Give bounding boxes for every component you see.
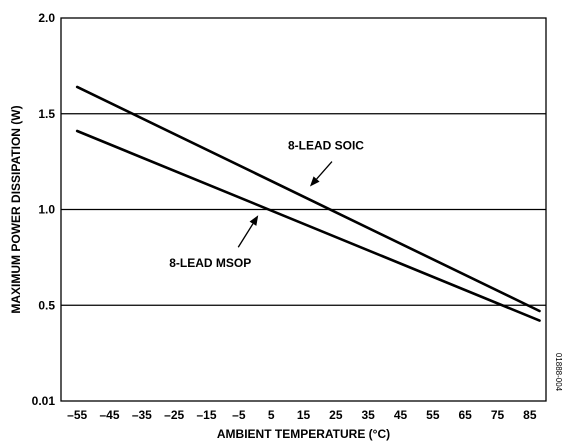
y-tick-label: 2.0: [38, 11, 55, 25]
x-tick-label: 85: [523, 408, 537, 422]
y-axis-tick-labels: 0.01 0.5 1.0 1.5 2.0: [32, 11, 56, 408]
figure-code: 01888-004: [554, 353, 563, 392]
series-line-1: [75, 129, 541, 322]
y-tick-label: 0.01: [32, 394, 56, 408]
x-tick-label: 65: [458, 408, 472, 422]
y-tick-label: 0.5: [38, 298, 55, 312]
grid-lines: [61, 113, 546, 306]
plot-frame: [60, 17, 547, 402]
x-tick-label: 35: [361, 408, 375, 422]
x-tick-label: 75: [491, 408, 505, 422]
x-tick-label: 25: [329, 408, 343, 422]
x-axis-tick-labels: –55 –45 –35 –25 –15 –5 5 15 25 35 45 55 65 75 85: [67, 408, 537, 422]
x-axis-title: AMBIENT TEMPERATURE (°C): [217, 427, 390, 441]
x-tick-label: 5: [268, 408, 275, 422]
msop-arrow-line: [237, 223, 254, 248]
x-tick-label: –55: [67, 408, 87, 422]
x-tick-label: –45: [99, 408, 119, 422]
x-tick-label: 45: [394, 408, 408, 422]
msop-annotation-label: 8-LEAD MSOP: [169, 256, 251, 270]
soic-arrow-head: [309, 176, 320, 187]
x-tick-label: 15: [297, 408, 311, 422]
soic-annotation-label: 8-LEAD SOIC: [288, 139, 364, 153]
soic-arrow-line: [316, 161, 333, 180]
series-line-0: [75, 85, 541, 313]
msop-arrow-head: [249, 215, 259, 226]
x-tick-label: –35: [132, 408, 152, 422]
series-lines: [75, 85, 541, 322]
y-axis-title: MAXIMUM POWER DISSIPATION (W): [9, 105, 23, 313]
x-tick-label: 55: [426, 408, 440, 422]
y-tick-label: 1.0: [38, 203, 55, 217]
x-tick-label: –5: [232, 408, 246, 422]
x-tick-label: –25: [164, 408, 184, 422]
x-tick-label: –15: [196, 408, 216, 422]
y-tick-label: 1.5: [38, 107, 55, 121]
